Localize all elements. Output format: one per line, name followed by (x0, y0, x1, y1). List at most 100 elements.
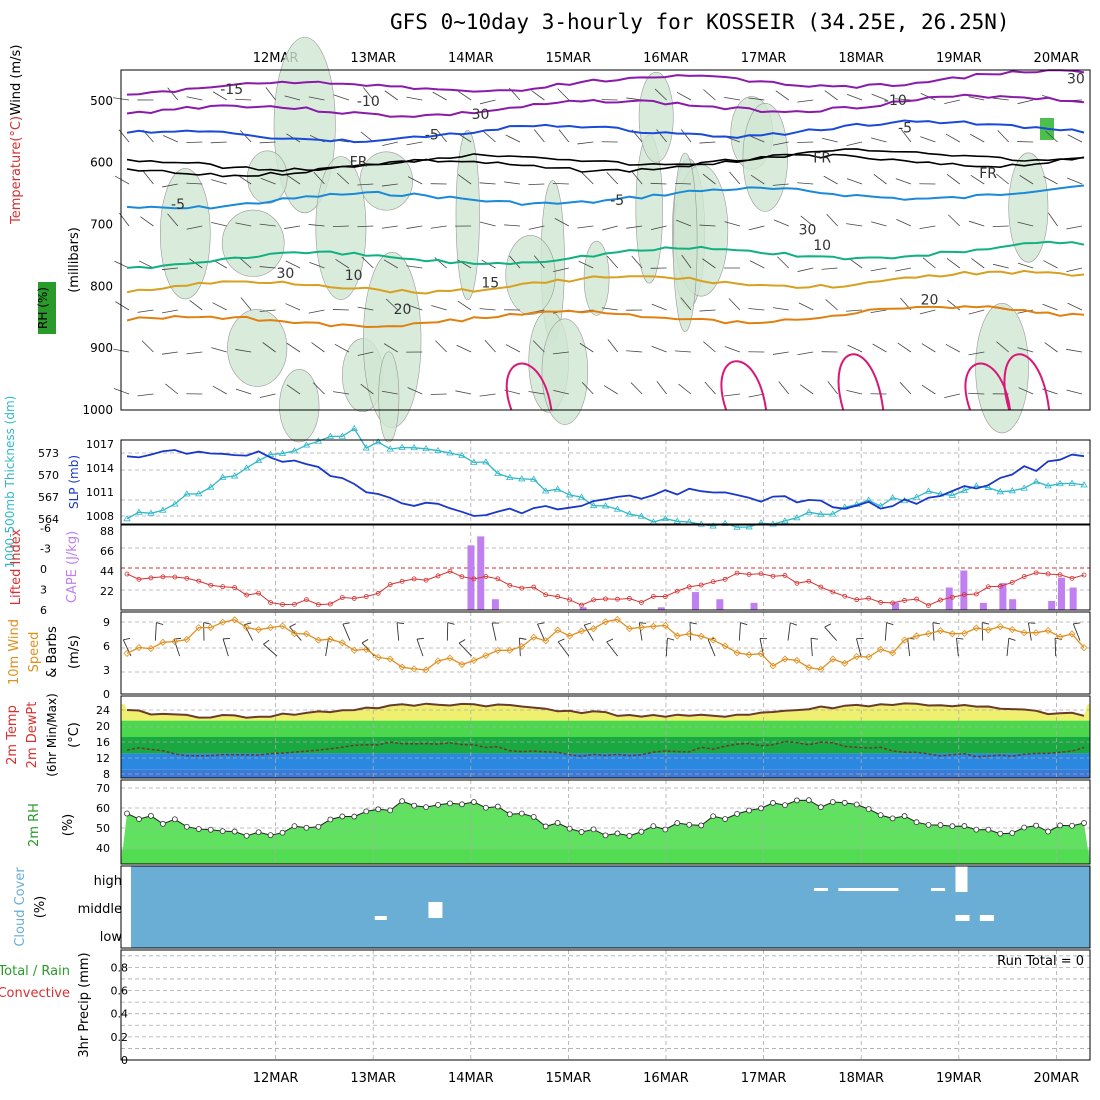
thickness-point-12 (266, 450, 275, 457)
wind10m-barb-flag-25 (740, 622, 748, 626)
run-total-label: Run Total = 0 (997, 954, 1084, 969)
li-point-44 (650, 593, 656, 599)
upper-barb-7-33 (921, 384, 936, 395)
upper-barb-2-35 (970, 174, 985, 185)
upper-barb-3-32 (896, 218, 912, 227)
rh-label-part-0: 2m RH (27, 803, 42, 847)
cloud-clear-0 (813, 888, 828, 891)
upper-barb-0-13 (432, 91, 447, 101)
warm-contour-1 (720, 360, 768, 411)
upper-barb-3-35 (968, 220, 985, 227)
thickness-point-79 (1068, 479, 1076, 486)
cloud-clear-4 (374, 916, 387, 920)
upper-barb-4-1 (138, 260, 154, 269)
upper-barb-6-36 (996, 341, 1009, 353)
li-point-52 (746, 571, 752, 577)
li-point-12 (268, 600, 273, 605)
thickness-point-74 (1008, 487, 1016, 494)
rh-point-55 (782, 802, 788, 809)
thickness-point-52 (745, 523, 753, 530)
upper-barb-5-6 (259, 309, 276, 312)
wind-speed-point-60 (841, 659, 849, 667)
rh2m-panel: 70 60 50 40 2m RH (%) (27, 779, 1091, 865)
thickness-point-5 (183, 490, 191, 497)
upper-barb-2-25 (729, 171, 741, 185)
thickness-point-55 (781, 517, 789, 524)
top-date-label-8: 20MAR (1034, 51, 1080, 66)
upper-barb-4-30 (848, 258, 863, 269)
li-point-30 (483, 574, 489, 579)
thickness-point-34 (530, 475, 538, 482)
cape-tick-0: 88 (100, 525, 114, 538)
rh-point-29 (471, 799, 477, 805)
thickness-point-11 (254, 456, 263, 464)
rh-point-61 (853, 801, 860, 808)
thickness-point-22 (386, 445, 394, 452)
rh-frame (120, 779, 1091, 865)
li-tick-2: 0 (40, 563, 47, 576)
upper-barb-2-4 (211, 179, 227, 185)
rh-shade-25 (227, 309, 288, 387)
rh-point-9 (231, 828, 238, 835)
wind10m-barb-flag-34 (956, 637, 964, 640)
upper-barb-6-21 (626, 350, 643, 353)
li-point-34 (531, 584, 537, 590)
upper-barb-6-10 (357, 351, 374, 356)
wind-speed-line (126, 618, 1085, 671)
wind10m-barb-flag-22 (667, 637, 675, 641)
thickness-point-13 (278, 449, 287, 456)
wind-label-2: Speed (27, 632, 42, 673)
bottom-date-label-7: 19MAR (936, 1071, 982, 1086)
li-point-33 (519, 585, 525, 591)
cape-tick-1: 66 (100, 545, 114, 558)
rh-point-74 (1009, 830, 1016, 836)
wind-unit-label: (m/s) (67, 635, 82, 669)
li-point-47 (686, 584, 692, 590)
upper-rh-label-part-0: RH (%) (36, 287, 50, 329)
wind-speed-point-74 (1008, 626, 1016, 634)
upper-barb-4-2 (161, 267, 178, 271)
wind10m-barb-19 (583, 624, 594, 641)
wind-speed-point-7 (207, 624, 215, 632)
upper-barb-1-15 (483, 131, 496, 143)
wind-unit-label-part-0: (m/s) (67, 635, 82, 669)
upper-barb-2-20 (606, 172, 619, 185)
wind-speed-point-42 (625, 625, 633, 633)
li-point-23 (399, 578, 405, 584)
li-point-59 (830, 589, 836, 595)
cloud-level-1: middle (78, 902, 122, 917)
wind-speed-point-62 (865, 653, 873, 661)
upper-barb-4-21 (631, 255, 643, 269)
wind-speed-point-21 (374, 653, 382, 661)
li-point-5 (184, 575, 190, 581)
rh-point-33 (518, 810, 525, 817)
rh-shade-6 (221, 209, 285, 277)
isotherm-label-13: 20 (394, 302, 412, 318)
slp-tick-3: 1008 (86, 510, 114, 523)
upper-barb-3-5 (235, 222, 252, 227)
cape-label-part-0: CAPE (J/kg) (65, 531, 80, 603)
upper-barb-3-33 (919, 225, 936, 230)
rh-point-15 (303, 824, 310, 831)
upper-barb-7-14 (455, 390, 472, 395)
rh-shade-21 (315, 156, 367, 300)
isotherm-label-18: 30 (1067, 71, 1085, 87)
rh-point-10 (243, 832, 250, 839)
upper-pressure-tick-5: 1000 (82, 403, 113, 417)
li-point-65 (902, 598, 907, 603)
li-line (126, 570, 1085, 607)
upper-barb-0-34 (944, 99, 960, 105)
upper-barb-0-8 (308, 96, 325, 101)
upper-barb-4-11 (383, 259, 398, 269)
upper-barb-4-5 (238, 257, 252, 269)
upper-barb-4-35 (971, 258, 985, 269)
upper-barb-3-11 (381, 225, 398, 229)
wind-speed-point-26 (434, 657, 442, 665)
wind-speed-point-67 (924, 630, 933, 638)
wind-speed-point-39 (589, 625, 598, 633)
cloud-unit-label: (%) (33, 896, 48, 919)
upper-barb-2-34 (946, 174, 961, 185)
upper-barb-6-11 (383, 343, 399, 353)
temp2m-panel: 24 20 16 12 8 2m Temp 2m DewPt (6hr Min/Max) (°C… (5, 693, 1091, 781)
